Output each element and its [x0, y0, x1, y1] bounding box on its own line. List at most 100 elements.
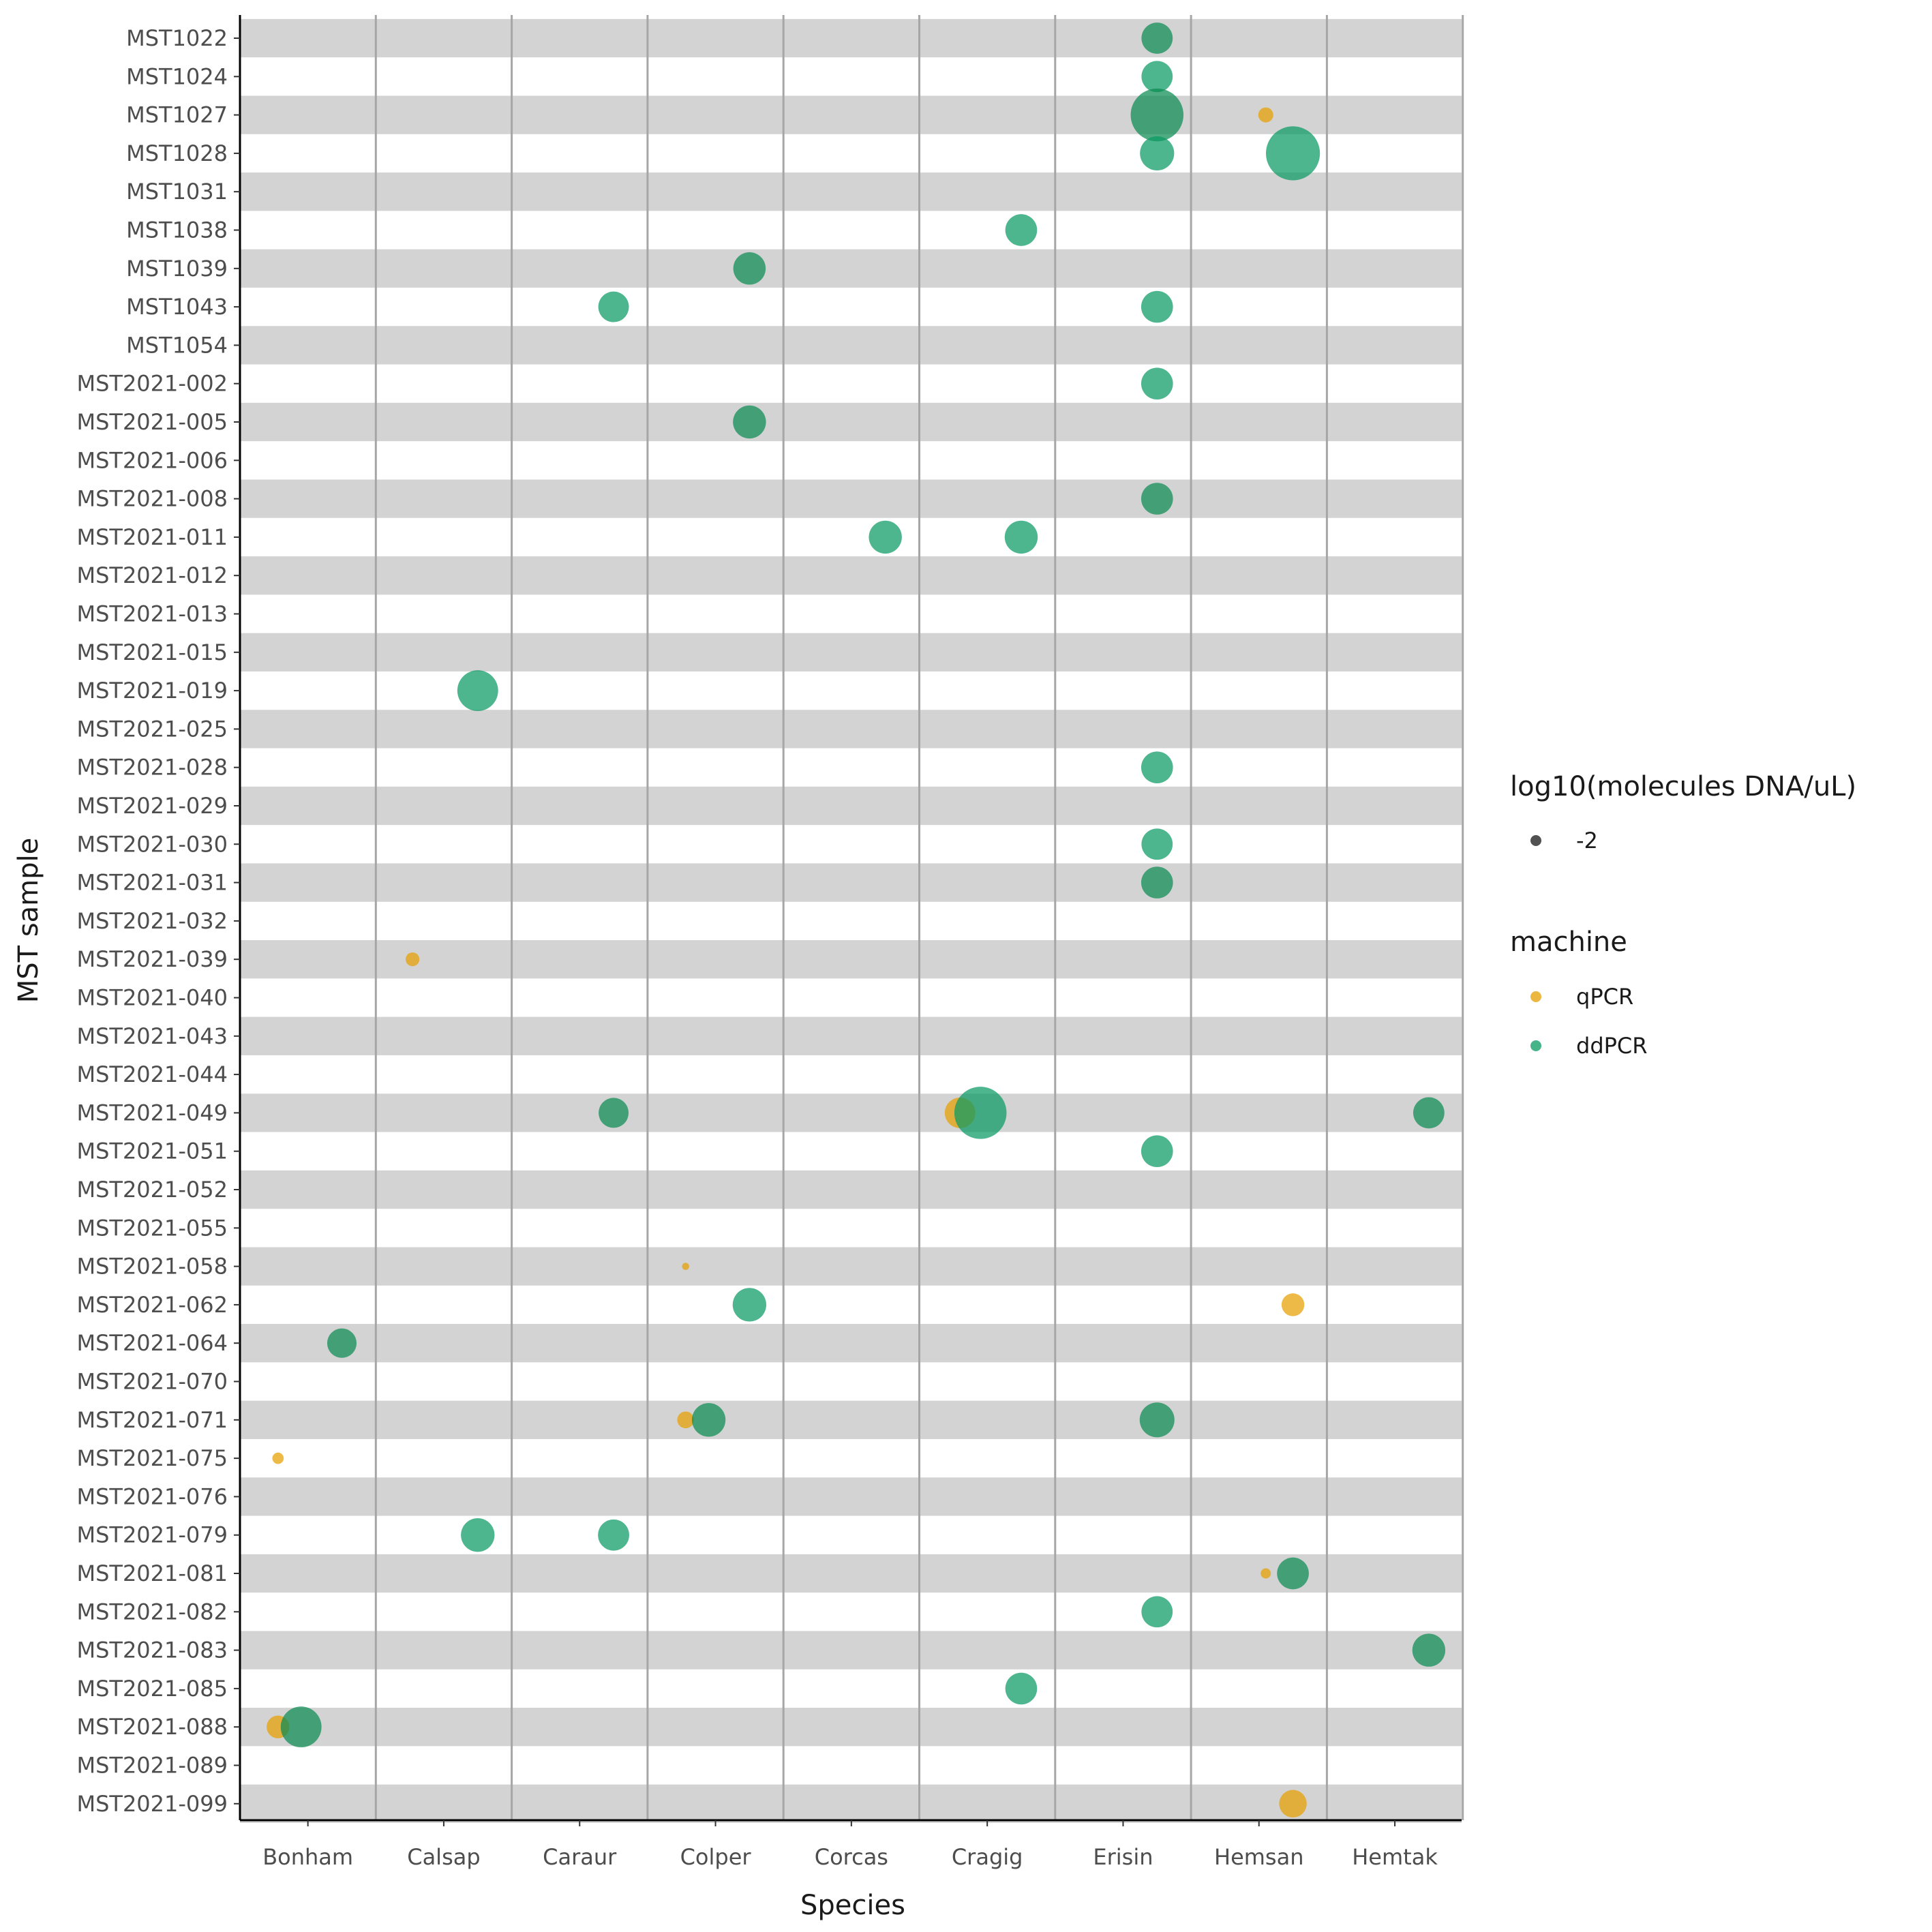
row-band-mst2021-081 — [240, 1554, 1462, 1593]
y-tick-label-mst2021-005: MST2021-005 — [76, 409, 228, 435]
y-tick-label-mst1054: MST1054 — [126, 332, 228, 358]
x-tick-label-erisin: Erisin — [1093, 1844, 1153, 1870]
point-calsap-mst2021-019-ddpcr — [457, 670, 498, 712]
legend: log10(molecules DNA/uL) -2 machine qPCR … — [1510, 771, 1856, 1059]
point-erisin-mst1024-ddpcr — [1141, 61, 1173, 93]
point-calsap-mst2021-079-ddpcr — [461, 1518, 495, 1552]
point-erisin-mst2021-031-ddpcr — [1141, 866, 1173, 899]
x-tick-label-bonham: Bonham — [262, 1844, 353, 1870]
y-tick-label-mst2021-064: MST2021-064 — [76, 1330, 228, 1356]
point-hemtak-mst2021-083-ddpcr — [1412, 1633, 1446, 1667]
point-corcas-mst2021-011-ddpcr — [869, 520, 902, 554]
row-band-mst2021-049 — [240, 1093, 1462, 1132]
point-caraur-mst2021-049-ddpcr — [599, 1098, 629, 1128]
legend-key-qpcr — [1530, 991, 1541, 1002]
row-band-mst1031 — [240, 172, 1462, 211]
point-hemsan-mst2021-081-ddpcr — [1277, 1557, 1309, 1590]
point-hemsan-mst1027-qpcr — [1258, 107, 1273, 123]
row-band-mst2021-029 — [240, 786, 1462, 826]
y-tick-label-mst2021-032: MST2021-032 — [76, 908, 228, 934]
y-tick-label-mst1022: MST1022 — [126, 25, 228, 51]
x-tick-label-calsap: Calsap — [407, 1844, 480, 1870]
row-band-mst2021-088 — [240, 1708, 1462, 1747]
point-erisin-mst1027-ddpcr — [1130, 88, 1183, 142]
y-tick-label-mst2021-085: MST2021-085 — [76, 1676, 228, 1702]
y-tick-label-mst1028: MST1028 — [126, 140, 228, 166]
point-bonham-mst2021-088-ddpcr — [280, 1706, 322, 1748]
legend-label-qpcr: qPCR — [1576, 984, 1633, 1010]
point-erisin-mst1043-ddpcr — [1141, 290, 1173, 323]
point-erisin-mst2021-030-ddpcr — [1141, 828, 1173, 860]
row-band-mst2021-064 — [240, 1324, 1462, 1363]
y-axis-title: MST sample — [13, 838, 44, 1003]
y-tick-label-mst2021-075: MST2021-075 — [76, 1445, 228, 1471]
point-cragig-mst2021-085-ddpcr — [1005, 1672, 1038, 1705]
legend-size-label: -2 — [1576, 828, 1598, 854]
point-erisin-mst2021-008-ddpcr — [1141, 483, 1173, 515]
row-band-mst2021-008 — [240, 479, 1462, 518]
row-band-mst1027 — [240, 95, 1462, 134]
y-tick-label-mst1031: MST1031 — [126, 179, 228, 205]
y-tick-label-mst1043: MST1043 — [126, 294, 228, 320]
row-band-mst2021-039 — [240, 940, 1462, 979]
row-band-mst2021-083 — [240, 1631, 1462, 1670]
y-tick-label-mst1024: MST1024 — [126, 63, 228, 89]
row-band-mst2021-031 — [240, 863, 1462, 902]
y-tick-label-mst2021-071: MST2021-071 — [76, 1407, 228, 1433]
y-tick-labels: MST1022 MST1024 MST1027 MST1028 MST1031 MST10… — [76, 25, 228, 1817]
y-tick-label-mst2021-028: MST2021-028 — [76, 755, 228, 781]
x-tick-label-caraur: Caraur — [543, 1844, 617, 1870]
y-tick-label-mst2021-081: MST2021-081 — [76, 1560, 228, 1586]
point-colper-mst2021-071-ddpcr — [691, 1403, 726, 1437]
point-hemsan-mst2021-099-qpcr — [1279, 1790, 1307, 1818]
point-erisin-mst2021-071-ddpcr — [1139, 1402, 1175, 1438]
point-erisin-mst2021-028-ddpcr — [1141, 751, 1173, 784]
point-erisin-mst1022-ddpcr — [1141, 22, 1173, 54]
y-tick-label-mst2021-015: MST2021-015 — [76, 639, 228, 665]
point-colper-mst2021-071-qpcr — [677, 1411, 695, 1429]
point-cragig-mst2021-011-ddpcr — [1004, 520, 1038, 554]
point-colper-mst1039-ddpcr — [733, 252, 766, 285]
row-bands — [240, 18, 1462, 1823]
row-band-mst1022 — [240, 18, 1462, 58]
point-caraur-mst1043-ddpcr — [598, 291, 629, 322]
y-tick-label-mst2021-076: MST2021-076 — [76, 1483, 228, 1509]
point-erisin-mst2021-082-ddpcr — [1141, 1596, 1173, 1628]
axes — [234, 15, 1462, 1826]
y-tick-label-mst2021-099: MST2021-099 — [76, 1791, 228, 1817]
y-tick-label-mst2021-002: MST2021-002 — [76, 371, 228, 397]
point-hemsan-mst2021-081-qpcr — [1261, 1568, 1271, 1579]
legend-size-title: log10(molecules DNA/uL) — [1510, 771, 1856, 802]
point-hemsan-mst2021-062-qpcr — [1281, 1293, 1305, 1316]
point-bonham-mst2021-075-qpcr — [272, 1452, 284, 1464]
row-band-mst2021-012 — [240, 556, 1462, 595]
y-tick-label-mst2021-089: MST2021-089 — [76, 1753, 228, 1779]
y-tick-label-mst2021-030: MST2021-030 — [76, 831, 228, 857]
point-colper-mst2021-005-ddpcr — [733, 405, 766, 439]
y-tick-label-mst1027: MST1027 — [126, 102, 228, 128]
x-tick-label-corcas: Corcas — [815, 1844, 888, 1870]
y-tick-label-mst2021-088: MST2021-088 — [76, 1714, 228, 1740]
y-tick-label-mst2021-039: MST2021-039 — [76, 946, 228, 972]
y-tick-label-mst2021-082: MST2021-082 — [76, 1599, 228, 1625]
point-hemtak-mst2021-049-ddpcr — [1413, 1097, 1445, 1129]
legend-size-key — [1530, 835, 1541, 846]
point-erisin-mst2021-051-ddpcr — [1141, 1135, 1173, 1168]
point-erisin-mst2021-002-ddpcr — [1141, 367, 1173, 400]
row-band-mst2021-099 — [240, 1784, 1462, 1823]
x-tick-labels: Bonham Calsap Caraur Colper Corcas Cragig Eris… — [262, 1844, 1438, 1870]
y-tick-label-mst1039: MST1039 — [126, 256, 228, 282]
y-tick-label-mst2021-070: MST2021-070 — [76, 1369, 228, 1395]
row-band-mst2021-058 — [240, 1247, 1462, 1286]
y-tick-label-mst2021-083: MST2021-083 — [76, 1637, 228, 1663]
legend-label-ddpcr: ddPCR — [1576, 1033, 1648, 1059]
y-tick-label-mst2021-008: MST2021-008 — [76, 486, 228, 512]
y-tick-label-mst2021-011: MST2021-011 — [76, 524, 228, 550]
y-tick-label-mst2021-013: MST2021-013 — [76, 601, 228, 627]
row-band-mst2021-076 — [240, 1477, 1462, 1516]
y-tick-label-mst1038: MST1038 — [126, 217, 228, 243]
row-band-mst2021-005 — [240, 402, 1462, 442]
point-colper-mst2021-058-qpcr — [682, 1263, 689, 1270]
row-band-mst2021-071 — [240, 1400, 1462, 1439]
y-tick-label-mst2021-040: MST2021-040 — [76, 985, 228, 1011]
